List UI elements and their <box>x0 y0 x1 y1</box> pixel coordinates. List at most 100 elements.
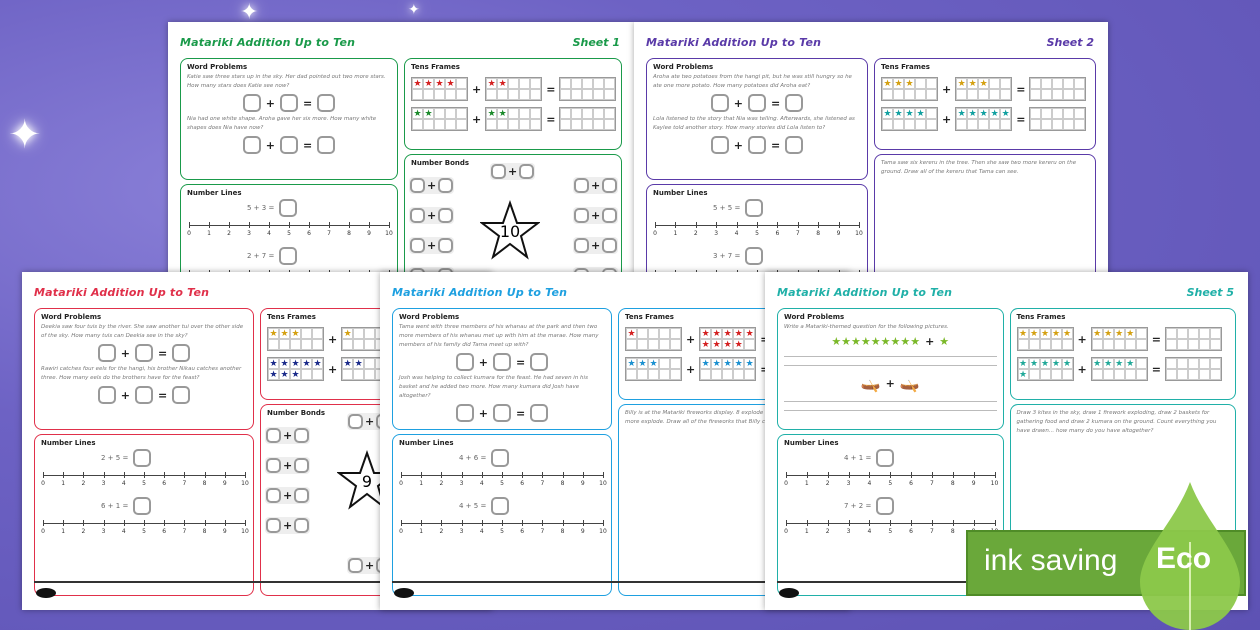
tick <box>421 520 423 526</box>
answer-box[interactable] <box>279 247 298 265</box>
answer-box[interactable] <box>491 449 510 467</box>
ten-frame-cell <box>1165 339 1177 350</box>
answer-box[interactable] <box>266 488 281 503</box>
star-icon: ★ <box>268 328 279 339</box>
ten-frame-cell <box>904 119 915 130</box>
answer-equation: + = <box>41 344 247 362</box>
ten-frame-cell <box>456 78 467 89</box>
answer-box[interactable] <box>785 94 804 112</box>
answer-box[interactable] <box>455 353 474 371</box>
tick <box>83 520 85 526</box>
answer-box[interactable] <box>294 428 310 443</box>
ten-frame-cell <box>915 89 926 100</box>
answer-box[interactable] <box>317 136 336 154</box>
tick <box>164 472 166 478</box>
answer-box[interactable] <box>876 449 895 467</box>
answer-box[interactable] <box>493 404 511 422</box>
number-bond: + <box>490 163 536 180</box>
answer-box[interactable] <box>172 386 191 404</box>
ten-frame-cell <box>412 119 423 130</box>
answer-box[interactable] <box>438 238 454 253</box>
answer-box[interactable] <box>294 518 310 533</box>
answer-box[interactable] <box>97 344 116 362</box>
answer-box[interactable] <box>785 136 804 154</box>
star-icon: ★ <box>423 78 434 89</box>
star-icon: ★ <box>268 369 279 380</box>
answer-box[interactable] <box>710 136 729 154</box>
answer-box[interactable] <box>294 488 310 503</box>
answer-box[interactable] <box>748 94 766 112</box>
answer-box[interactable] <box>280 94 298 112</box>
answer-box[interactable] <box>455 404 474 422</box>
answer-box[interactable] <box>574 238 589 253</box>
answer-box[interactable] <box>438 178 454 193</box>
answer-box[interactable] <box>530 404 549 422</box>
answer-box[interactable] <box>438 208 454 223</box>
number-line-equation: 3 + 7 = <box>713 247 861 265</box>
answer-box[interactable] <box>97 386 116 404</box>
answer-box[interactable] <box>876 497 895 515</box>
plus-sign: + <box>591 209 601 222</box>
star-icon: ★ <box>1061 328 1073 339</box>
answer-box[interactable] <box>410 178 425 193</box>
tick-label: 6 <box>775 230 780 237</box>
ten-frame-cell <box>637 369 648 380</box>
answer-box[interactable] <box>410 238 425 253</box>
answer-box[interactable] <box>491 164 506 179</box>
answer-box[interactable] <box>135 386 153 404</box>
answer-box[interactable] <box>574 178 589 193</box>
answer-box[interactable] <box>279 199 298 217</box>
answer-box[interactable] <box>266 458 281 473</box>
answer-box[interactable] <box>266 428 281 443</box>
tick <box>848 472 850 478</box>
picture-stars: ★★★★★★★★★ + ★ <box>784 335 997 348</box>
answer-box[interactable] <box>242 94 261 112</box>
tick-label: 4 <box>121 480 126 487</box>
answer-box[interactable] <box>266 518 281 533</box>
star-icon: ★ <box>290 328 301 339</box>
answer-box[interactable] <box>493 353 511 371</box>
answer-box[interactable] <box>348 558 363 573</box>
tick-label: 2 <box>439 480 444 487</box>
answer-box[interactable] <box>294 458 310 473</box>
answer-box[interactable] <box>242 136 261 154</box>
ten-frame-cell <box>956 89 968 100</box>
answer-box[interactable] <box>745 247 764 265</box>
tick <box>931 472 933 478</box>
ten-frame-cell <box>967 89 979 100</box>
answer-box[interactable] <box>133 497 152 515</box>
answer-box[interactable] <box>280 136 298 154</box>
answer-box[interactable] <box>602 208 618 223</box>
answer-equation: + = <box>653 94 861 112</box>
answer-equation: + = <box>653 136 861 154</box>
answer-box[interactable] <box>135 344 153 362</box>
answer-box[interactable] <box>491 497 510 515</box>
tick-label: 1 <box>61 480 66 487</box>
ten-frame-cell <box>1000 119 1012 130</box>
ten-frame-cell <box>560 78 572 89</box>
ten-frame: ★ ★ <box>485 77 543 101</box>
plus-sign: + <box>120 388 130 402</box>
answer-box[interactable] <box>519 164 535 179</box>
drawing-task-text: Tama saw six kereru in the tree. Then sh… <box>881 160 1077 175</box>
answer-box[interactable] <box>410 208 425 223</box>
tick-label: 1 <box>207 230 211 237</box>
equals-sign: = <box>1151 362 1161 376</box>
ten-frame-cell <box>560 89 572 100</box>
ten-frame-cell <box>519 119 531 130</box>
answer-box[interactable] <box>748 136 766 154</box>
tick <box>869 520 871 526</box>
answer-box[interactable] <box>574 208 589 223</box>
answer-box[interactable] <box>133 449 152 467</box>
equation-text: 3 + 7 = <box>713 252 741 260</box>
answer-box[interactable] <box>710 94 729 112</box>
answer-box[interactable] <box>172 344 191 362</box>
answer-box[interactable] <box>348 414 363 429</box>
answer-box[interactable] <box>602 178 618 193</box>
ten-frame-cell <box>364 358 376 369</box>
answer-box[interactable] <box>745 199 764 217</box>
sparkle-icon: ✦ <box>8 112 42 158</box>
answer-box[interactable] <box>602 238 618 253</box>
answer-box[interactable] <box>530 353 549 371</box>
answer-box[interactable] <box>317 94 336 112</box>
